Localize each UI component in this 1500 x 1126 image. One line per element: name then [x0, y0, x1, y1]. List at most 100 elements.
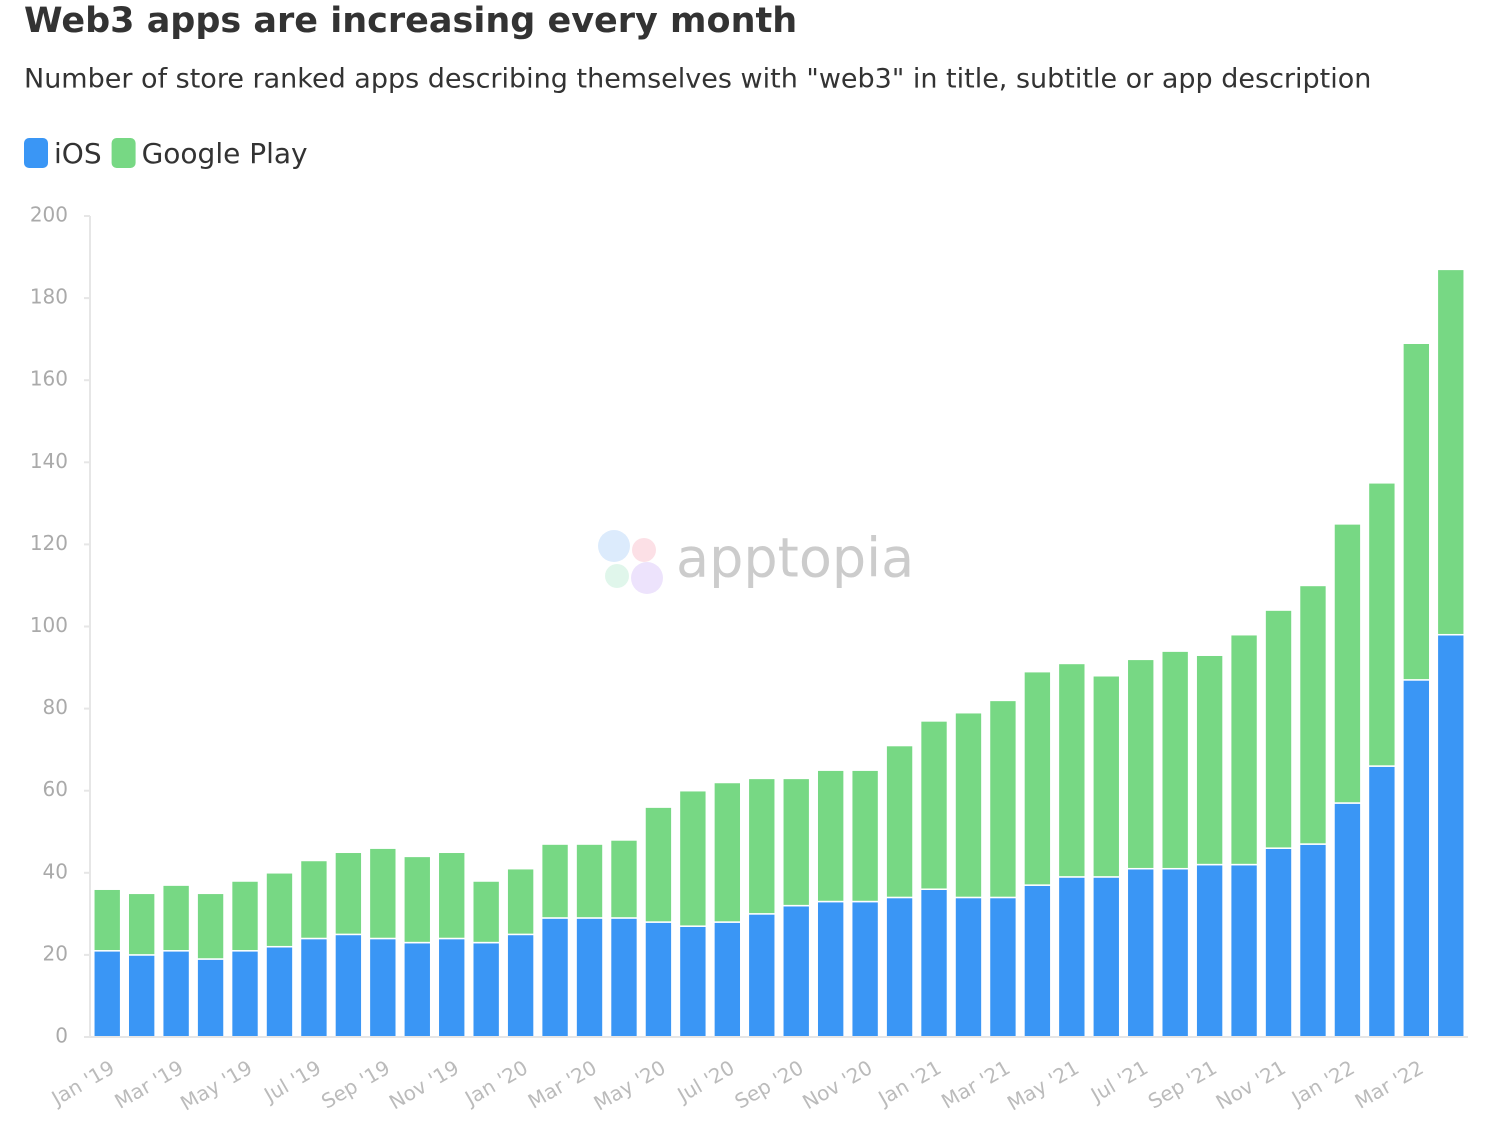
- legend-swatch: [111, 138, 136, 168]
- bar-segment: [127, 892, 156, 956]
- bar-segment: [678, 789, 708, 927]
- bar-segment: [919, 720, 949, 890]
- bar-segment: [816, 769, 845, 903]
- bar-segment: [609, 917, 639, 1038]
- bar-segment: [1333, 523, 1362, 804]
- bar-segment: [334, 851, 363, 936]
- bar-segment: [713, 921, 742, 1038]
- bar-segment: [368, 847, 398, 940]
- y-tick-label: 120: [30, 531, 68, 555]
- bar-segment: [93, 950, 122, 1038]
- bar-segment: [1023, 884, 1052, 1038]
- bar-segment: [299, 859, 329, 940]
- bar-segment: [1402, 679, 1431, 1038]
- bar-segment: [334, 933, 363, 1038]
- legend-label: iOS: [54, 137, 102, 170]
- bar-segment: [988, 699, 1018, 899]
- bar-segment: [988, 896, 1018, 1038]
- y-tick-label: 0: [55, 1024, 68, 1048]
- x-tick-label: Mar '20: [524, 1055, 601, 1113]
- bar-segment: [1436, 268, 1465, 636]
- bar-segment: [1057, 876, 1087, 1038]
- bar-segment: [850, 769, 880, 903]
- x-tick-label: Jan '20: [459, 1055, 532, 1111]
- x-tick-label: Mar '22: [1351, 1055, 1428, 1113]
- y-tick-label: 160: [30, 367, 68, 391]
- y-tick-label: 140: [30, 449, 68, 473]
- watermark: apptopia: [676, 527, 914, 590]
- bar-segment: [1264, 847, 1293, 1038]
- bar-segment: [1264, 609, 1293, 849]
- bar-segment: [265, 945, 294, 1038]
- bar-segment: [1367, 765, 1397, 1038]
- bar-segment: [575, 917, 604, 1038]
- bar-segment: [93, 888, 122, 952]
- legend-label: Google Play: [142, 137, 308, 170]
- x-tick-label: May '21: [1003, 1055, 1083, 1115]
- chart-title: Web3 apps are increasing every month: [24, 1, 797, 41]
- bar-segment: [299, 937, 329, 1038]
- x-tick-label: Jul '21: [1085, 1055, 1152, 1108]
- bar-segment: [644, 921, 673, 1038]
- bar-segment: [196, 958, 225, 1038]
- bar-segment: [437, 937, 466, 1038]
- bar-segment: [161, 884, 191, 952]
- y-tick-label: 100: [30, 613, 68, 637]
- bar-segment: [919, 888, 949, 1038]
- y-tick-label: 60: [43, 777, 68, 801]
- bar-segment: [1092, 675, 1121, 878]
- bar-segment: [782, 904, 811, 1038]
- bar-segment: [1023, 670, 1052, 886]
- x-tick-label: May '20: [590, 1055, 670, 1115]
- bar-segment: [1229, 633, 1259, 866]
- bar-segment: [713, 781, 742, 923]
- bar-segment: [1195, 863, 1224, 1038]
- bar-segment: [506, 933, 535, 1038]
- bar-segment: [644, 806, 673, 923]
- bar-segment: [782, 777, 811, 907]
- bar-segment: [678, 925, 708, 1038]
- bar-segment: [540, 917, 570, 1038]
- bar-segment: [1126, 867, 1155, 1038]
- bar-segment: [850, 900, 880, 1038]
- bar-segment: [437, 851, 466, 940]
- bar-segment: [954, 896, 983, 1038]
- x-tick-label: Jul '19: [258, 1055, 325, 1108]
- x-tick-label: May '19: [176, 1055, 256, 1115]
- bar-segment: [1195, 654, 1224, 866]
- bar-segment: [1298, 584, 1328, 845]
- bar-segment: [1160, 867, 1190, 1038]
- bar-segment: [1160, 650, 1190, 870]
- x-tick-label: Mar '21: [937, 1055, 1014, 1113]
- bar-segment: [403, 855, 432, 944]
- legend-swatch: [24, 138, 48, 168]
- x-tick-label: Nov '19: [385, 1055, 463, 1114]
- bar-segment: [265, 872, 294, 948]
- bar-segment: [540, 843, 570, 919]
- bar-segment: [403, 941, 432, 1038]
- x-tick-label: Nov '20: [798, 1055, 876, 1114]
- y-tick-label: 20: [43, 941, 68, 965]
- bar-segment: [506, 867, 535, 936]
- bar-segment: [816, 900, 845, 1038]
- y-tick-label: 40: [43, 859, 68, 883]
- bar-segment: [1402, 342, 1431, 681]
- bar-segment: [747, 913, 776, 1038]
- bar-segment: [609, 839, 639, 919]
- bar-segment: [1436, 633, 1465, 1038]
- x-tick-label: Sep '21: [1144, 1055, 1221, 1113]
- y-tick-label: 200: [30, 203, 68, 227]
- x-tick-label: Sep '20: [731, 1055, 808, 1113]
- bar-segment: [127, 954, 156, 1038]
- bar-segment: [1229, 863, 1259, 1038]
- chart-subtitle: Number of store ranked apps describing t…: [24, 64, 1371, 95]
- y-tick-label: 180: [30, 285, 68, 309]
- x-tick-label: Sep '19: [317, 1055, 394, 1113]
- x-tick-label: Jul '20: [672, 1055, 739, 1108]
- bar-segment: [1367, 482, 1397, 767]
- bar-segment: [1057, 662, 1087, 878]
- x-tick-label: Jan '22: [1286, 1055, 1359, 1111]
- x-tick-label: Mar '19: [110, 1055, 187, 1113]
